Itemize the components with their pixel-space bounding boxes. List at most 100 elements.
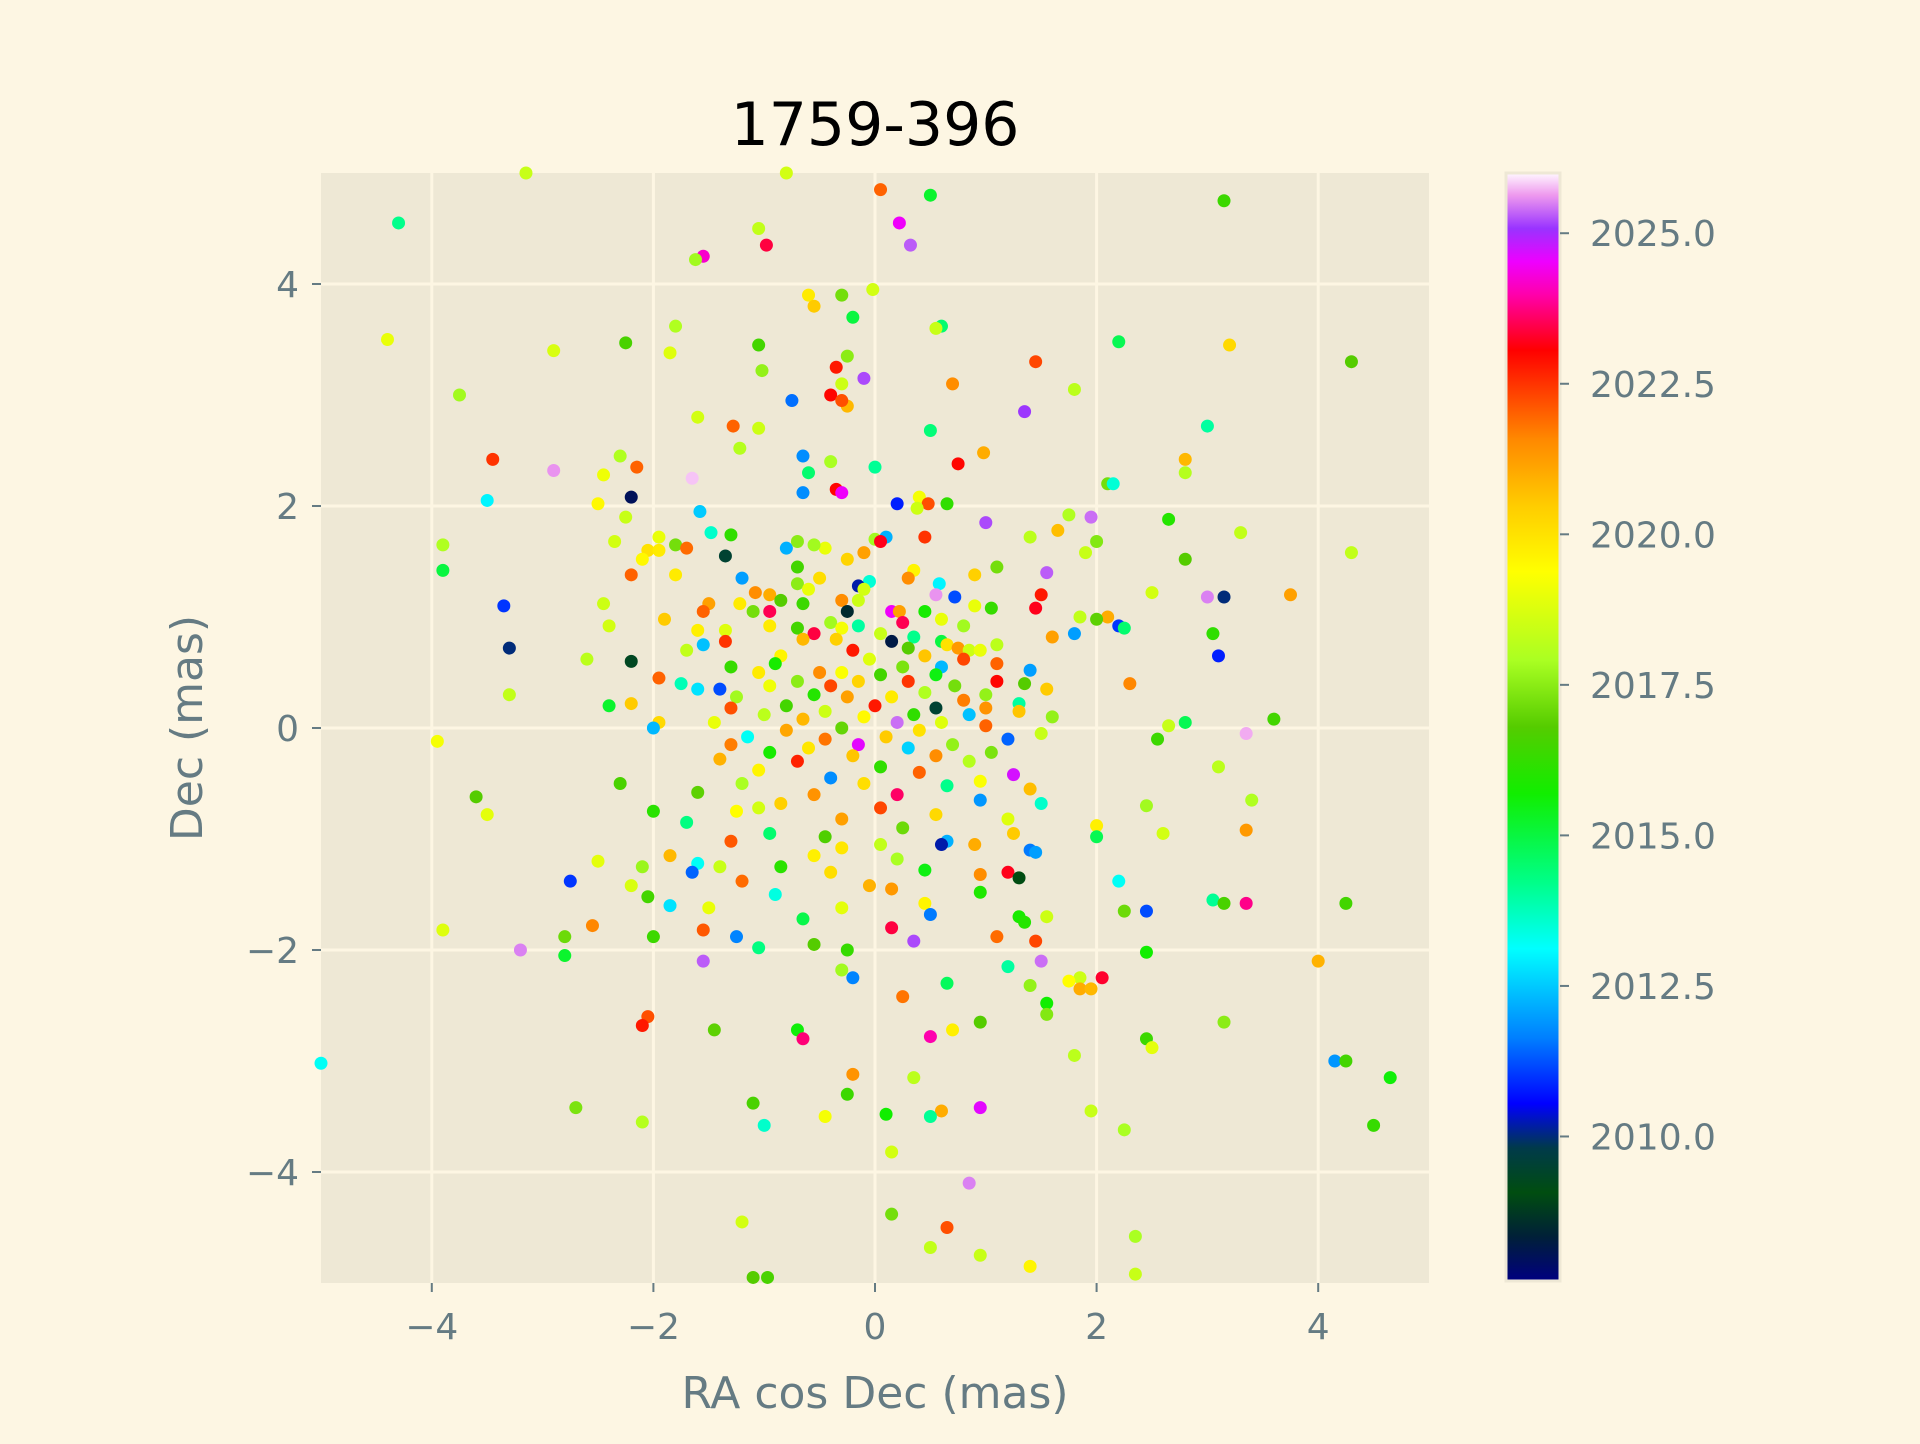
data-point (868, 699, 882, 713)
data-point (497, 599, 511, 613)
data-point (314, 1056, 328, 1070)
data-point (918, 530, 932, 544)
data-point (948, 590, 962, 604)
data-point (1012, 704, 1026, 718)
data-point (979, 719, 993, 733)
y-axis-label: Dec (mas) (162, 615, 213, 841)
data-point (669, 319, 683, 333)
data-point (513, 943, 527, 957)
data-point (918, 685, 932, 699)
data-point (752, 421, 766, 435)
data-point (934, 715, 948, 729)
data-point (436, 923, 450, 937)
data-point (547, 344, 561, 358)
data-point (796, 632, 810, 646)
data-point (962, 708, 976, 722)
data-point (726, 419, 740, 433)
data-point (790, 754, 804, 768)
data-point (1067, 382, 1081, 396)
data-point (874, 801, 888, 815)
data-point (752, 222, 766, 235)
data-point (851, 619, 865, 633)
data-point (829, 632, 843, 646)
data-point (1067, 1048, 1081, 1062)
data-point (1023, 530, 1037, 544)
data-point (1200, 590, 1214, 604)
data-point (818, 541, 832, 555)
data-point (1090, 830, 1104, 844)
data-point (1029, 355, 1043, 369)
data-point (885, 1207, 899, 1221)
data-point (646, 721, 660, 735)
data-point (691, 785, 705, 799)
x-tick-label: 4 (1307, 1307, 1330, 1348)
data-point (979, 701, 993, 715)
data-point (835, 721, 849, 735)
data-point (763, 619, 777, 633)
colorbar-tick-label: 2020.0 (1590, 515, 1716, 556)
y-tick-label: −4 (246, 1153, 299, 1194)
data-point (990, 657, 1004, 671)
data-point (704, 526, 718, 540)
data-point (657, 612, 671, 626)
data-point (1328, 1054, 1342, 1068)
data-point (718, 634, 732, 648)
data-point (1029, 845, 1043, 859)
data-point (735, 571, 749, 585)
data-point (486, 452, 500, 466)
data-point (1062, 508, 1076, 522)
data-point (896, 821, 910, 835)
data-point (807, 849, 821, 863)
data-point (1034, 796, 1048, 810)
data-point (790, 674, 804, 688)
data-point (646, 804, 660, 818)
data-point (1239, 823, 1253, 837)
data-point (907, 934, 921, 948)
data-point (691, 410, 705, 424)
data-point (1034, 727, 1048, 741)
data-point (818, 1110, 832, 1123)
data-point (973, 643, 987, 657)
data-point (835, 486, 849, 500)
data-point (973, 1101, 987, 1115)
data-point (918, 896, 932, 910)
data-point (1090, 612, 1104, 626)
x-tick-label: −4 (405, 1307, 458, 1348)
x-tick-label: −2 (627, 1307, 680, 1348)
data-point (807, 788, 821, 802)
data-point (730, 804, 743, 818)
data-point (923, 1240, 937, 1254)
data-point (392, 216, 406, 230)
data-point (696, 923, 710, 937)
data-point (1090, 819, 1104, 833)
data-point (1178, 452, 1192, 466)
data-point (790, 560, 804, 574)
data-point (890, 497, 904, 511)
data-point (835, 593, 849, 607)
data-point (973, 1248, 987, 1262)
data-point (1217, 194, 1231, 208)
data-point (1007, 826, 1020, 840)
data-point (840, 349, 854, 363)
data-point (1344, 546, 1358, 560)
data-point (973, 774, 987, 788)
data-point (879, 1107, 893, 1121)
data-point (1223, 338, 1237, 352)
data-point (946, 377, 960, 391)
data-point (835, 288, 849, 302)
data-point (1217, 896, 1231, 910)
colorbar-tick-label: 2022.5 (1590, 365, 1716, 406)
data-point (940, 1221, 954, 1234)
data-point (713, 752, 727, 766)
data-point (968, 599, 982, 613)
data-point (885, 690, 899, 704)
data-point (741, 730, 755, 744)
data-point (977, 446, 991, 460)
data-point (929, 321, 943, 335)
data-point (674, 677, 688, 691)
data-point (840, 690, 854, 704)
data-point (1339, 896, 1353, 910)
data-point (652, 671, 666, 685)
y-tick-label: 0 (276, 709, 299, 750)
